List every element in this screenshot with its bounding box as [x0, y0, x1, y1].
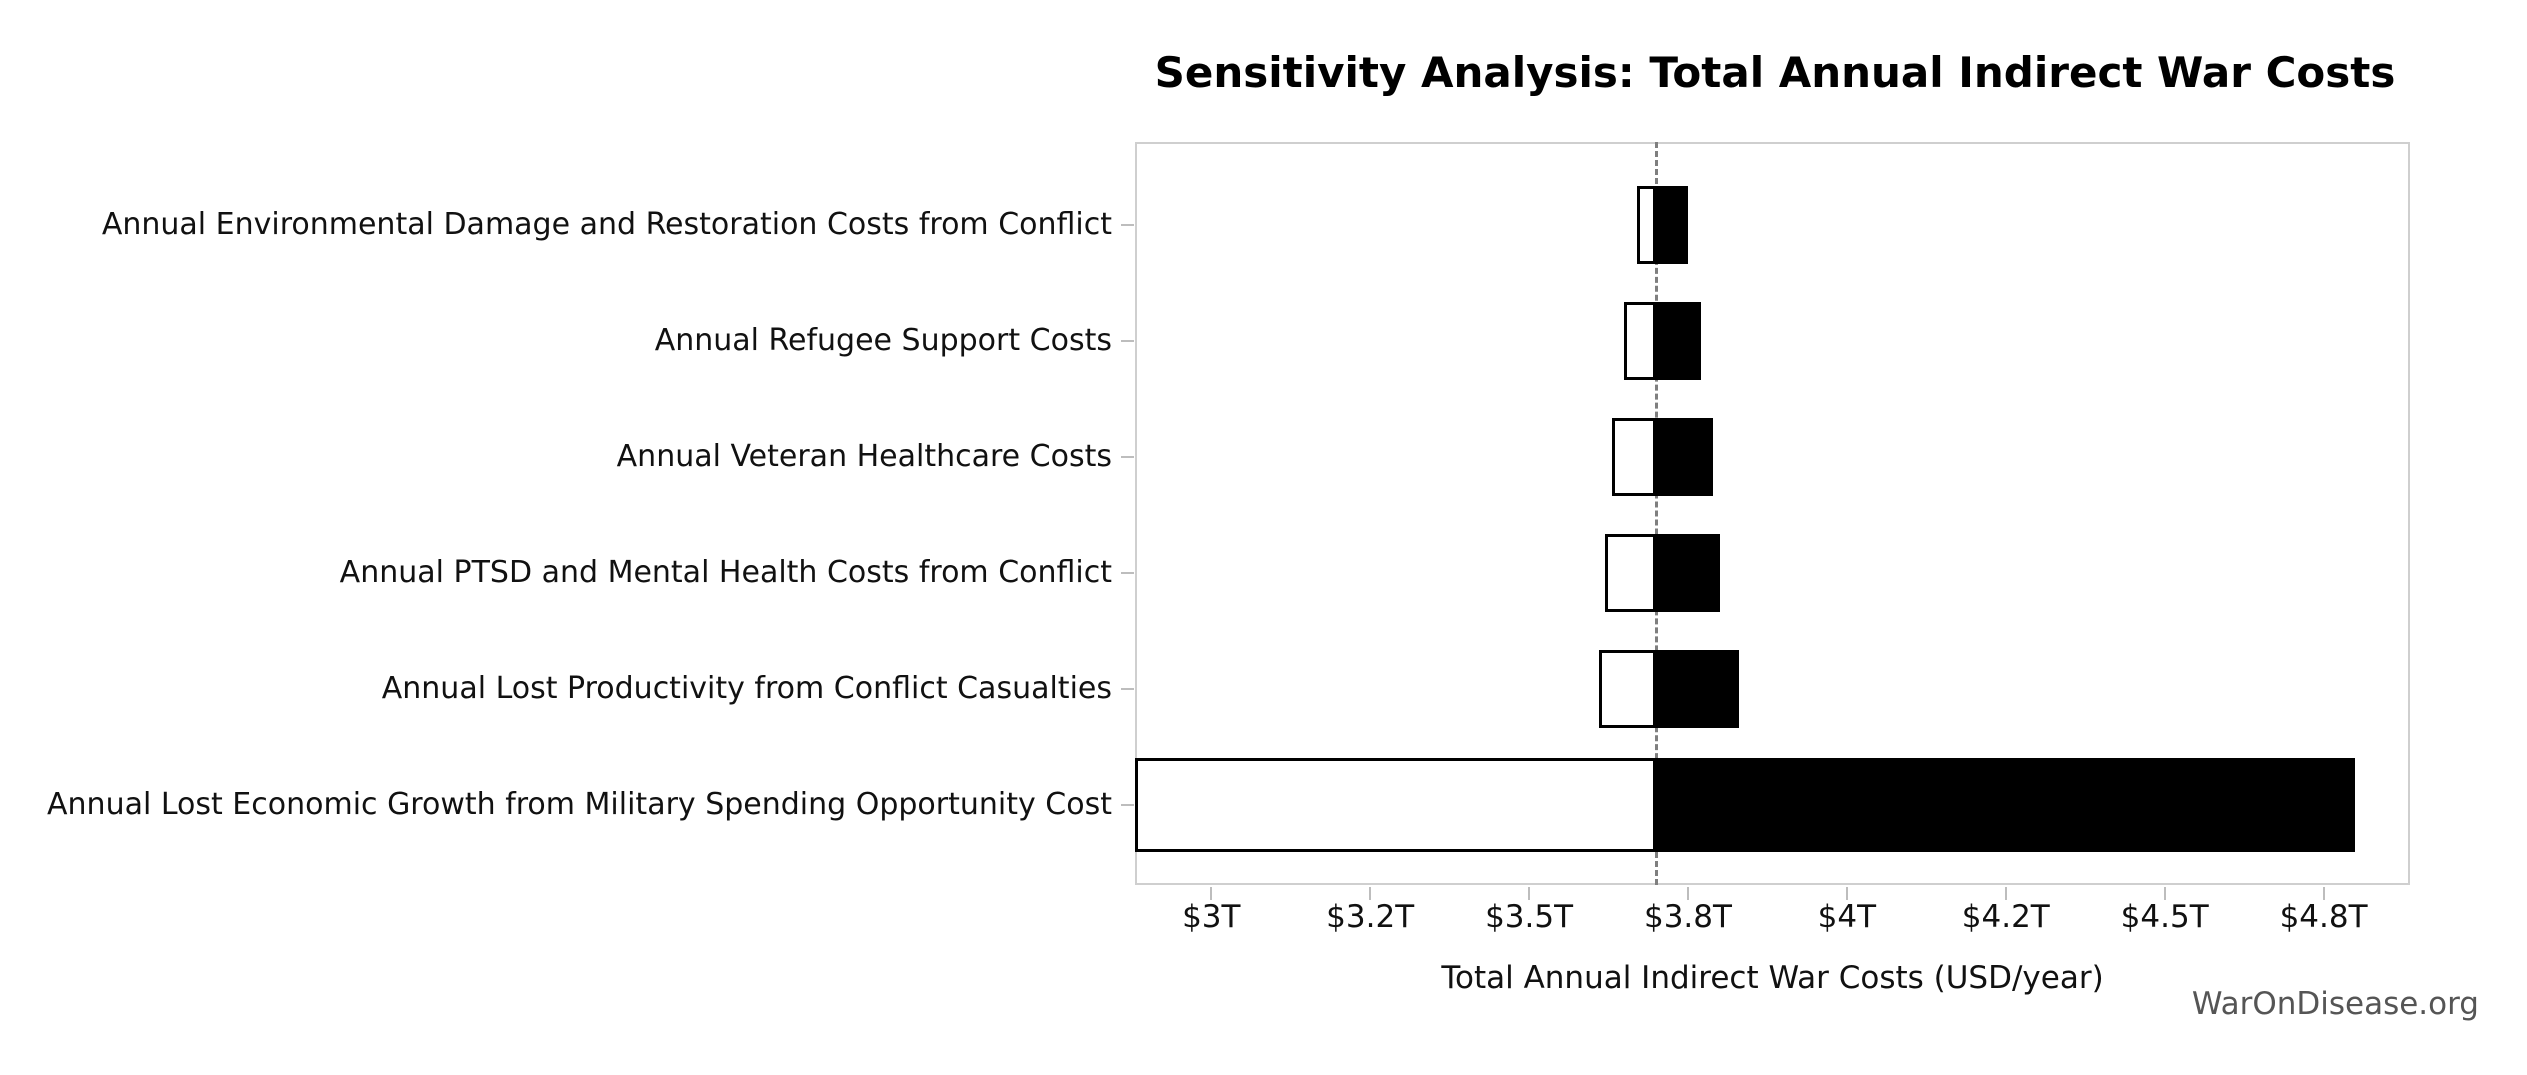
bar-high-black	[1656, 302, 1701, 380]
x-tick-label: $3.2T	[1326, 899, 1415, 935]
x-tick-label: $4.8T	[2279, 899, 2368, 935]
y-tick-mark	[1121, 804, 1134, 806]
x-tick-label: $3.5T	[1485, 899, 1574, 935]
x-tick-label: $4T	[1817, 899, 1877, 935]
chart-title: Sensitivity Analysis: Total Annual Indir…	[1154, 48, 2396, 97]
bar-low-white	[1598, 650, 1657, 728]
x-tick-mark	[2004, 887, 2007, 900]
x-tick-mark	[1369, 887, 1372, 900]
x-tick-label: $3T	[1182, 899, 1241, 935]
bar-low-white	[1135, 758, 1657, 852]
y-tick-mark	[1121, 688, 1134, 690]
bar-low-white	[1637, 186, 1657, 264]
baseline-dashed-line	[1655, 142, 1659, 885]
x-axis-title: Total Annual Indirect War Costs (USD/yea…	[1441, 960, 2104, 996]
category-label: Annual PTSD and Mental Health Costs from…	[339, 555, 1112, 590]
y-tick-mark	[1121, 340, 1134, 342]
x-tick-mark	[2163, 887, 2166, 900]
watermark-text: WarOnDisease.org	[2191, 986, 2479, 1022]
bar-low-white	[1624, 302, 1657, 380]
x-tick-mark	[1845, 887, 1848, 900]
bar-low-white	[1605, 534, 1657, 612]
category-label: Annual Lost Productivity from Conflict C…	[381, 671, 1112, 706]
category-label: Annual Veteran Healthcare Costs	[616, 439, 1112, 474]
bar-low-white	[1611, 418, 1657, 496]
bar-high-black	[1656, 418, 1714, 496]
bar-high-black	[1656, 650, 1739, 728]
x-tick-label: $4.5T	[2120, 899, 2209, 935]
category-label: Annual Lost Economic Growth from Militar…	[47, 787, 1112, 822]
x-tick-label: $4.2T	[1961, 899, 2050, 935]
y-tick-mark	[1121, 224, 1134, 226]
x-tick-label: $3.8T	[1643, 899, 1732, 935]
x-tick-mark	[2322, 887, 2325, 900]
plot-area	[1135, 142, 2410, 885]
x-tick-mark	[1528, 887, 1531, 900]
bar-high-black	[1656, 534, 1720, 612]
x-tick-mark	[1686, 887, 1689, 900]
y-tick-mark	[1121, 572, 1134, 574]
category-label: Annual Environmental Damage and Restorat…	[101, 207, 1112, 242]
category-label: Annual Refugee Support Costs	[654, 323, 1112, 358]
bar-high-black	[1656, 758, 2356, 852]
x-tick-mark	[1210, 887, 1213, 900]
y-tick-mark	[1121, 456, 1134, 458]
bar-high-black	[1656, 186, 1688, 264]
